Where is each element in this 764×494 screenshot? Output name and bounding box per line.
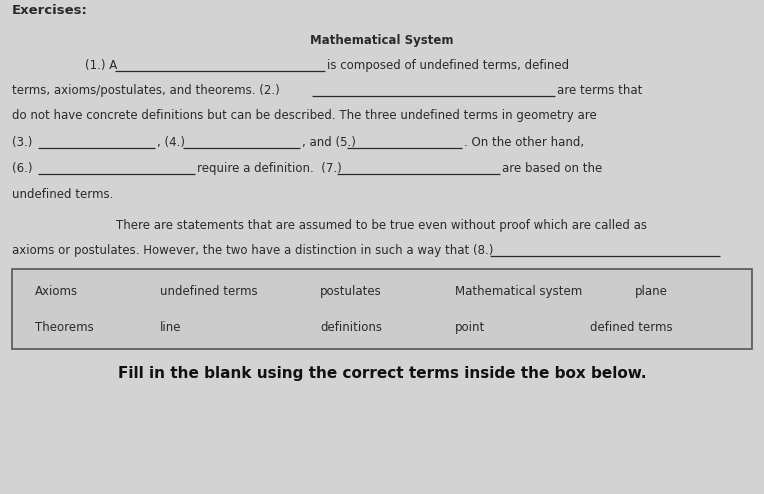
- Text: point: point: [455, 321, 485, 334]
- Text: (6.): (6.): [12, 162, 33, 175]
- Text: Exercises:: Exercises:: [12, 4, 88, 17]
- Text: , (4.): , (4.): [157, 136, 185, 149]
- Text: plane: plane: [635, 285, 668, 298]
- Text: (1.) A: (1.) A: [85, 59, 117, 72]
- Text: , and (5.): , and (5.): [302, 136, 356, 149]
- Text: do not have concrete definitions but can be described. The three undefined terms: do not have concrete definitions but can…: [12, 109, 597, 122]
- Text: (3.): (3.): [12, 136, 32, 149]
- Text: defined terms: defined terms: [590, 321, 672, 334]
- Text: undefined terms: undefined terms: [160, 285, 257, 298]
- Text: terms, axioms/postulates, and theorems. (2.): terms, axioms/postulates, and theorems. …: [12, 84, 280, 97]
- Bar: [12, 269, 752, 349]
- Text: Mathematical System: Mathematical System: [310, 34, 454, 47]
- Text: require a definition.  (7.): require a definition. (7.): [197, 162, 342, 175]
- Text: Theorems: Theorems: [35, 321, 94, 334]
- Text: . On the other hand,: . On the other hand,: [464, 136, 584, 149]
- Text: axioms or postulates. However, the two have a distinction in such a way that (8.: axioms or postulates. However, the two h…: [12, 244, 494, 257]
- Text: There are statements that are assumed to be true even without proof which are ca: There are statements that are assumed to…: [116, 219, 648, 232]
- Text: are based on the: are based on the: [502, 162, 602, 175]
- Text: Fill in the blank using the correct terms inside the box below.: Fill in the blank using the correct term…: [118, 366, 646, 381]
- Text: line: line: [160, 321, 182, 334]
- Text: undefined terms.: undefined terms.: [12, 188, 113, 201]
- Text: definitions: definitions: [320, 321, 382, 334]
- Text: postulates: postulates: [320, 285, 382, 298]
- Text: is composed of undefined terms, defined: is composed of undefined terms, defined: [327, 59, 569, 72]
- Text: Axioms: Axioms: [35, 285, 78, 298]
- Text: are terms that: are terms that: [557, 84, 643, 97]
- Text: Mathematical system: Mathematical system: [455, 285, 582, 298]
